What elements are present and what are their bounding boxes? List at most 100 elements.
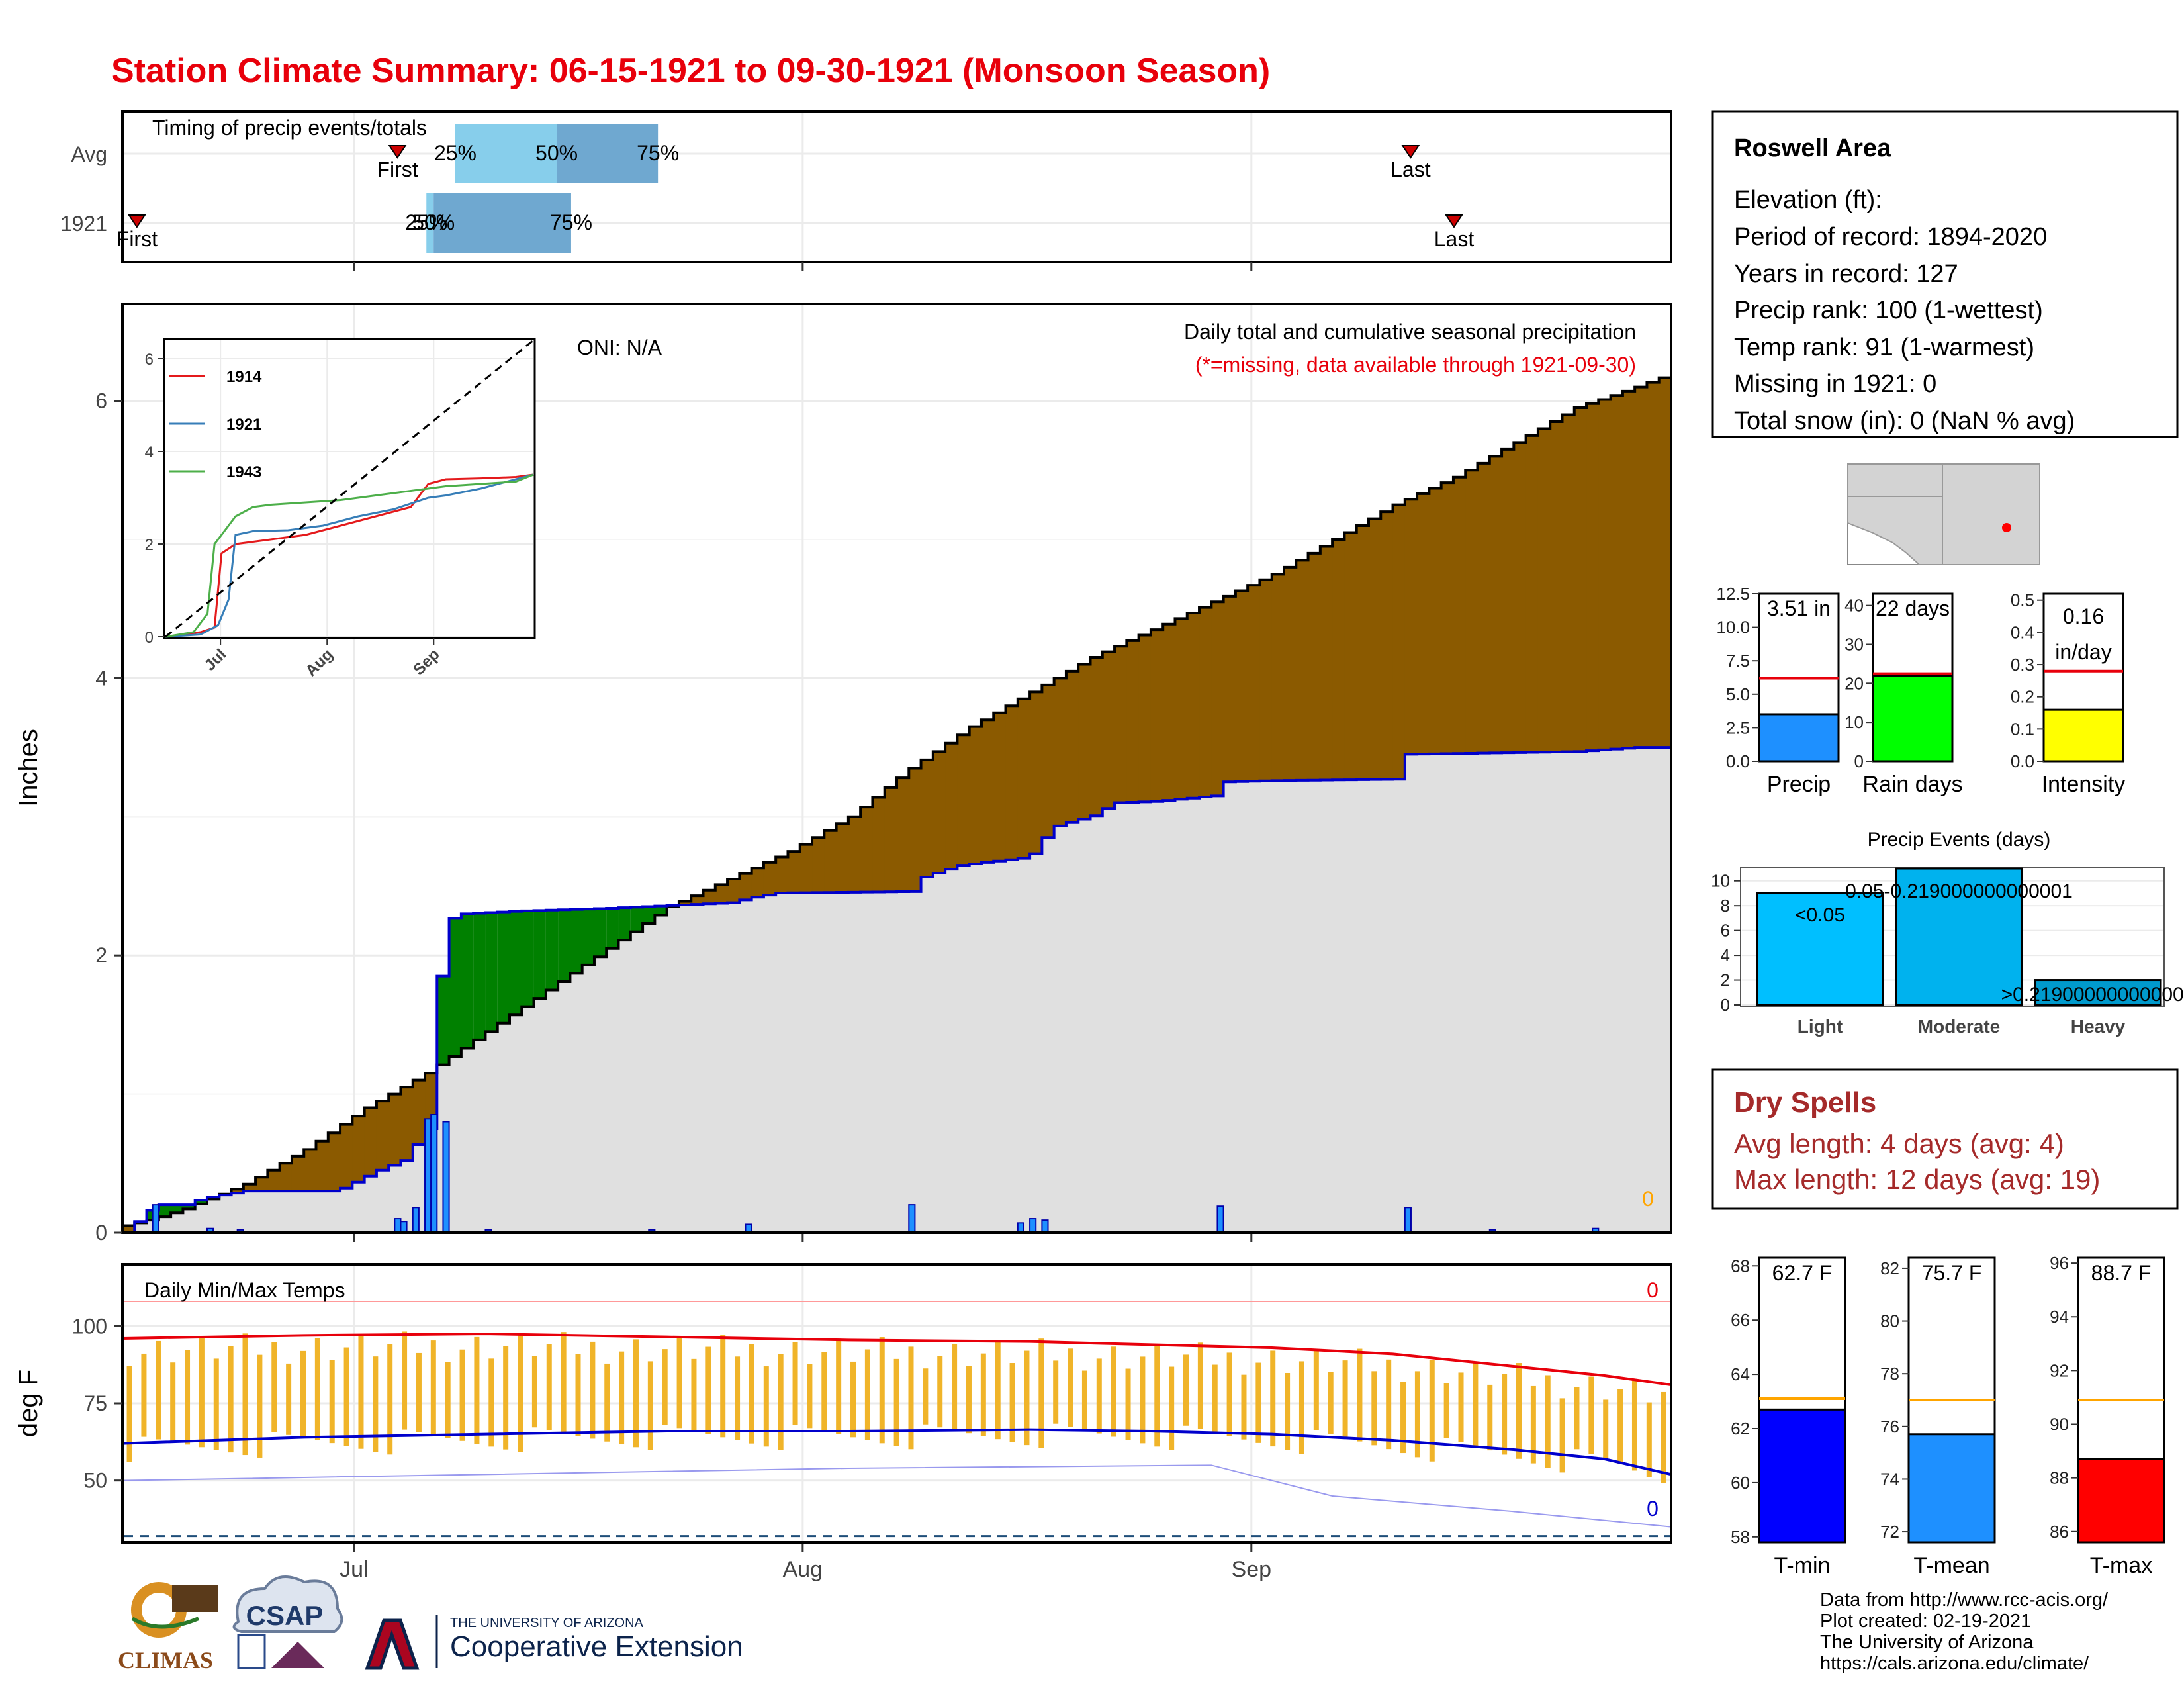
- daily-temp-range-bar: [1357, 1348, 1363, 1442]
- daily-temp-range-bar: [1068, 1348, 1073, 1427]
- below-average-fill: [1598, 399, 1612, 750]
- daily-precip-bar: [1041, 1219, 1049, 1233]
- above-average-fill: [510, 911, 522, 1015]
- below-average-fill: [1429, 488, 1442, 754]
- x-axis-month-label: Jul: [340, 1557, 368, 1582]
- daily-temp-range-bar: [705, 1346, 711, 1434]
- year-cumulative-fill: [1586, 751, 1599, 1233]
- year-cumulative-fill: [1102, 808, 1115, 1233]
- temps-title: Daily Min/Max Temps: [144, 1278, 345, 1302]
- above-average-fill: [606, 908, 619, 949]
- temp-summary-ytick-label: 60: [1731, 1473, 1750, 1493]
- daily-temp-range-bar: [619, 1351, 625, 1445]
- daily-temp-range-bar: [1328, 1372, 1334, 1434]
- below-average-fill: [316, 1141, 329, 1192]
- year-cumulative-fill: [1066, 822, 1079, 1233]
- below-average-fill: [1477, 463, 1490, 753]
- year-cumulative-fill: [1271, 780, 1285, 1233]
- below-average-fill: [400, 1087, 414, 1161]
- daily-temp-range-bar: [1631, 1378, 1637, 1471]
- year-cumulative-fill: [134, 1221, 148, 1233]
- above-average-fill: [655, 906, 668, 915]
- temp-summary-bar: [1758, 1408, 1846, 1544]
- year-cumulative-fill: [267, 1191, 281, 1233]
- ua-logo: THE UNIVERSITY OF ARIZONA Cooperative Ex…: [365, 1615, 743, 1670]
- temp-ytick-label: 100: [72, 1314, 107, 1338]
- below-average-fill: [364, 1107, 377, 1176]
- daily-temp-range-bar: [430, 1340, 436, 1436]
- below-average-fill: [1211, 602, 1224, 796]
- above-average-fill: [594, 908, 607, 957]
- summary-bar-ytick-label: 2.5: [1726, 718, 1750, 737]
- temp-summary-ytick-label: 62: [1731, 1419, 1750, 1438]
- below-average-fill: [1199, 607, 1212, 798]
- below-average-fill: [1030, 692, 1042, 854]
- below-average-fill: [1308, 553, 1321, 780]
- below-average-fill: [255, 1177, 268, 1192]
- summary-bar-value-label: 0.16: [2063, 604, 2104, 628]
- summary-bar-ytick-label: 0.3: [2011, 655, 2034, 675]
- temp-summary-category-label: T-min: [1774, 1553, 1831, 1578]
- summary-bar-ytick-label: 7.5: [1726, 651, 1750, 671]
- year-cumulative-fill: [1610, 749, 1623, 1233]
- below-average-fill: [1163, 624, 1175, 801]
- precip-y-axis-label: Inches: [14, 729, 43, 807]
- year-cumulative-fill: [703, 904, 716, 1233]
- daily-temp-range-bar: [1646, 1402, 1652, 1477]
- year-cumulative-fill: [340, 1188, 353, 1233]
- daily-temp-range-bar: [720, 1335, 726, 1438]
- year-cumulative-fill: [812, 892, 825, 1233]
- daily-temp-range-bar: [141, 1353, 147, 1437]
- inset-ytick-label: 6: [145, 351, 154, 369]
- below-average-fill: [1271, 574, 1285, 781]
- events-category-label: Light: [1797, 1016, 1843, 1037]
- below-average-fill: [1635, 387, 1647, 748]
- below-average-fill: [1150, 630, 1163, 802]
- daily-temp-range-bar: [980, 1353, 986, 1436]
- daily-temp-range-bar: [1502, 1374, 1508, 1455]
- year-cumulative-fill: [400, 1160, 414, 1233]
- daily-temp-range-bar: [1197, 1342, 1203, 1429]
- footer-line-data: Data from http://www.rcc-acis.org/: [1820, 1589, 2109, 1611]
- year-cumulative-fill: [328, 1191, 341, 1233]
- below-average-fill: [691, 896, 704, 905]
- above-average-fill: [582, 909, 595, 965]
- year-cumulative-fill: [981, 862, 994, 1233]
- below-average-fill: [1622, 391, 1635, 749]
- year-cumulative-fill: [279, 1191, 293, 1233]
- below-average-fill: [1562, 414, 1575, 752]
- below-average-fill: [1102, 651, 1115, 809]
- below-average-fill: [1054, 678, 1067, 826]
- station-line-snow: Total snow (in): 0 (NaN % avg): [1734, 407, 2075, 435]
- year-cumulative-fill: [219, 1195, 232, 1233]
- year-cumulative-fill: [715, 903, 728, 1233]
- daily-temp-range-bar: [662, 1349, 668, 1425]
- daily-temp-range-bar: [864, 1349, 870, 1440]
- year-cumulative-fill: [1248, 781, 1260, 1233]
- daily-temp-range-bar: [937, 1356, 943, 1428]
- below-average-fill: [739, 873, 752, 900]
- year-cumulative-fill: [655, 906, 668, 1233]
- station-line-years: Years in record: 127: [1734, 260, 1958, 288]
- year-cumulative-fill: [1211, 796, 1224, 1233]
- year-cumulative-fill: [1441, 753, 1454, 1233]
- daily-temp-range-bar: [199, 1337, 205, 1448]
- year-cumulative-fill: [1417, 754, 1430, 1233]
- below-average-fill: [1235, 590, 1248, 782]
- year-cumulative-fill: [872, 892, 886, 1233]
- events-bar: [1895, 867, 2023, 1006]
- daily-temp-range-bar: [633, 1339, 639, 1448]
- above-average-fill: [171, 1205, 183, 1213]
- year-cumulative-fill: [183, 1205, 196, 1233]
- year-cumulative-fill: [1223, 782, 1236, 1233]
- below-average-fill: [703, 890, 716, 904]
- temp-summary-bar: [1907, 1433, 1996, 1544]
- temp-summary-category-label: T-mean: [1913, 1553, 1989, 1578]
- year-cumulative-fill: [1356, 779, 1369, 1233]
- daily-temp-range-bar: [1386, 1359, 1392, 1450]
- precip-panel: 0 2 4 6 Inches ONI: N/A Daily total and cum…: [14, 303, 1672, 1244]
- daily-precip-bar: [152, 1204, 159, 1233]
- year-cumulative-fill: [884, 892, 897, 1233]
- summary-bar-ytick-label: 12.5: [1716, 584, 1750, 604]
